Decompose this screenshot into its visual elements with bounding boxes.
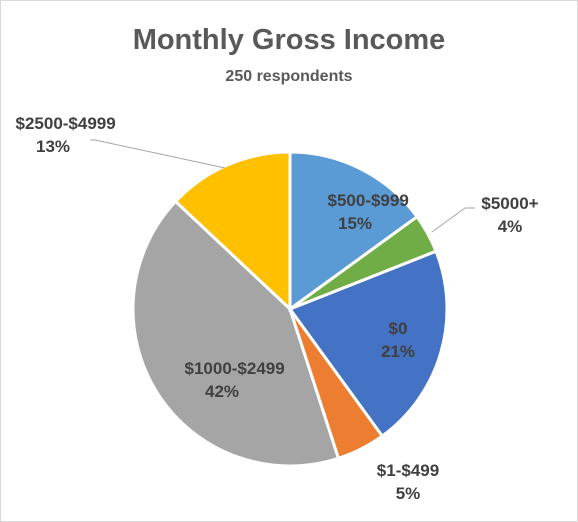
data-label: $0 21% [371, 317, 426, 363]
value-label: 5% [395, 484, 421, 503]
category-label: $500-$999 [327, 191, 409, 210]
chart-title: Monthly Gross Income [132, 24, 446, 56]
data-label: $2500-$4999 13% [15, 112, 116, 158]
leader-line [90, 139, 226, 169]
chart-subtitle: 250 respondents [225, 68, 353, 85]
pie-slice [173, 150, 292, 313]
value-label: 4% [497, 217, 523, 236]
category-label: $2500-$4999 [15, 114, 116, 133]
category-label: $0 [388, 319, 408, 338]
leader-line [431, 207, 475, 233]
pie-slice [131, 199, 341, 468]
data-label: $1-$499 5% [363, 459, 453, 505]
category-label: $5000+ [481, 194, 539, 213]
pie-slice [288, 150, 420, 312]
data-label: $500-$999 15% [327, 189, 409, 235]
value-label: 21% [380, 342, 416, 361]
value-label: 42% [204, 382, 240, 401]
category-label: $1-$499 [376, 461, 440, 480]
value-label: 13% [35, 137, 71, 156]
data-label: $1000-$2499 42% [184, 357, 285, 403]
pie-slice [287, 249, 449, 439]
category-label: $1000-$2499 [184, 359, 285, 378]
value-label: 15% [337, 214, 373, 233]
data-label: $5000+ 4% [465, 192, 555, 238]
